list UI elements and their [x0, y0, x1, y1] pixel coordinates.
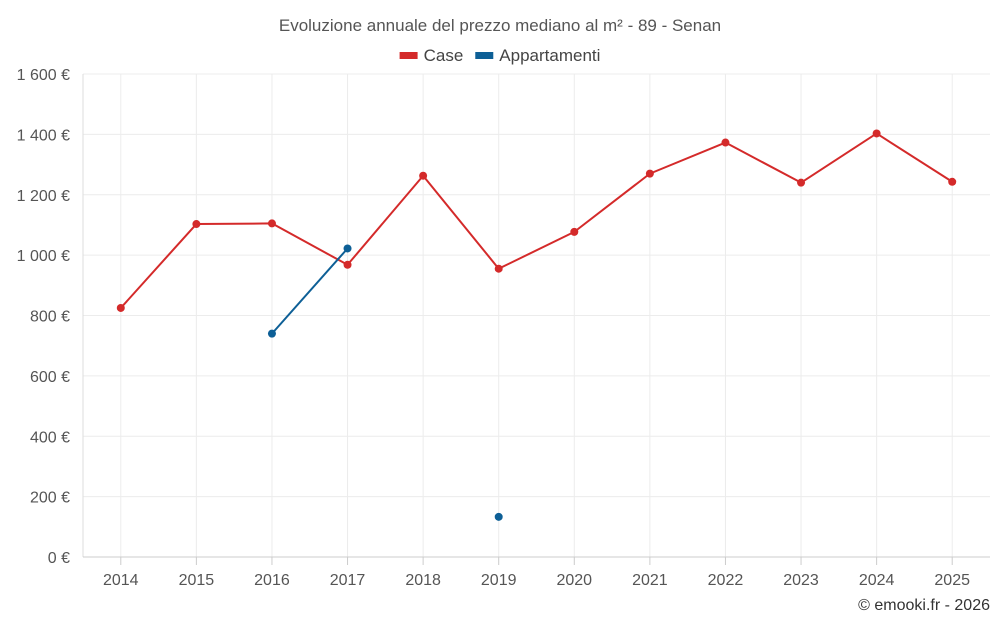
data-point-case[interactable]: [797, 178, 806, 187]
x-tick-label: 2020: [556, 572, 592, 589]
data-point-case[interactable]: [494, 264, 503, 273]
y-tick-label: 200 €: [30, 490, 70, 507]
x-tick-label: 2021: [632, 572, 668, 589]
legend-label: Case: [424, 46, 464, 65]
data-point-case[interactable]: [267, 219, 276, 228]
legend-swatch: [475, 52, 494, 59]
data-point-case[interactable]: [192, 220, 201, 229]
x-tick-label: 2025: [934, 572, 970, 589]
data-point-case[interactable]: [645, 169, 654, 178]
legend-label: Appartamenti: [499, 46, 600, 65]
data-point-appartamenti[interactable]: [494, 512, 503, 521]
y-tick-label: 1 000 €: [17, 248, 70, 265]
legend: Case Appartamenti: [399, 46, 600, 65]
x-axis: 2014 2015 2016 2017 2018 2019 2020 2021 2022 2023…: [103, 557, 970, 589]
grid: [82, 73, 990, 558]
x-tick-label: 2019: [481, 572, 517, 589]
y-tick-label: 600 €: [30, 369, 70, 386]
x-tick-label: 2023: [783, 572, 819, 589]
data-point-case[interactable]: [419, 171, 428, 180]
series-line-case: [120, 132, 953, 309]
x-tick-label: 2017: [330, 572, 366, 589]
series-case: [116, 129, 957, 312]
y-axis: 0 € 200 € 400 € 600 € 800 € 1 000 € 1 200 € 1 4…: [17, 67, 70, 567]
y-tick-label: 1 600 €: [17, 67, 70, 84]
data-point-case[interactable]: [721, 138, 730, 147]
y-tick-label: 800 €: [30, 309, 70, 326]
data-point-case[interactable]: [343, 260, 352, 269]
legend-swatch: [399, 52, 418, 59]
y-tick-label: 0 €: [48, 550, 70, 567]
x-tick-label: 2014: [103, 572, 139, 589]
x-tick-label: 2022: [708, 572, 744, 589]
x-tick-label: 2015: [179, 572, 215, 589]
x-tick-label: 2016: [254, 572, 290, 589]
credit-text: © emooki.fr - 2026: [858, 597, 990, 614]
data-point-case[interactable]: [948, 177, 957, 186]
y-tick-label: 1 400 €: [17, 127, 70, 144]
y-tick-label: 1 200 €: [17, 188, 70, 205]
chart-title: Evoluzione annuale del prezzo mediano al…: [279, 16, 721, 35]
legend-item-appartamenti[interactable]: Appartamenti: [475, 46, 600, 65]
y-tick-label: 400 €: [30, 429, 70, 446]
data-point-appartamenti[interactable]: [343, 244, 352, 253]
data-point-case[interactable]: [872, 129, 881, 138]
x-tick-label: 2024: [859, 572, 895, 589]
x-tick-label: 2018: [405, 572, 441, 589]
series-layer: [116, 129, 957, 521]
series-appartamenti: [267, 244, 503, 521]
data-point-case[interactable]: [116, 303, 125, 312]
data-point-appartamenti[interactable]: [267, 329, 276, 338]
legend-item-case[interactable]: Case: [399, 46, 464, 65]
data-point-case[interactable]: [570, 227, 579, 236]
series-line-appartamenti: [271, 247, 349, 335]
